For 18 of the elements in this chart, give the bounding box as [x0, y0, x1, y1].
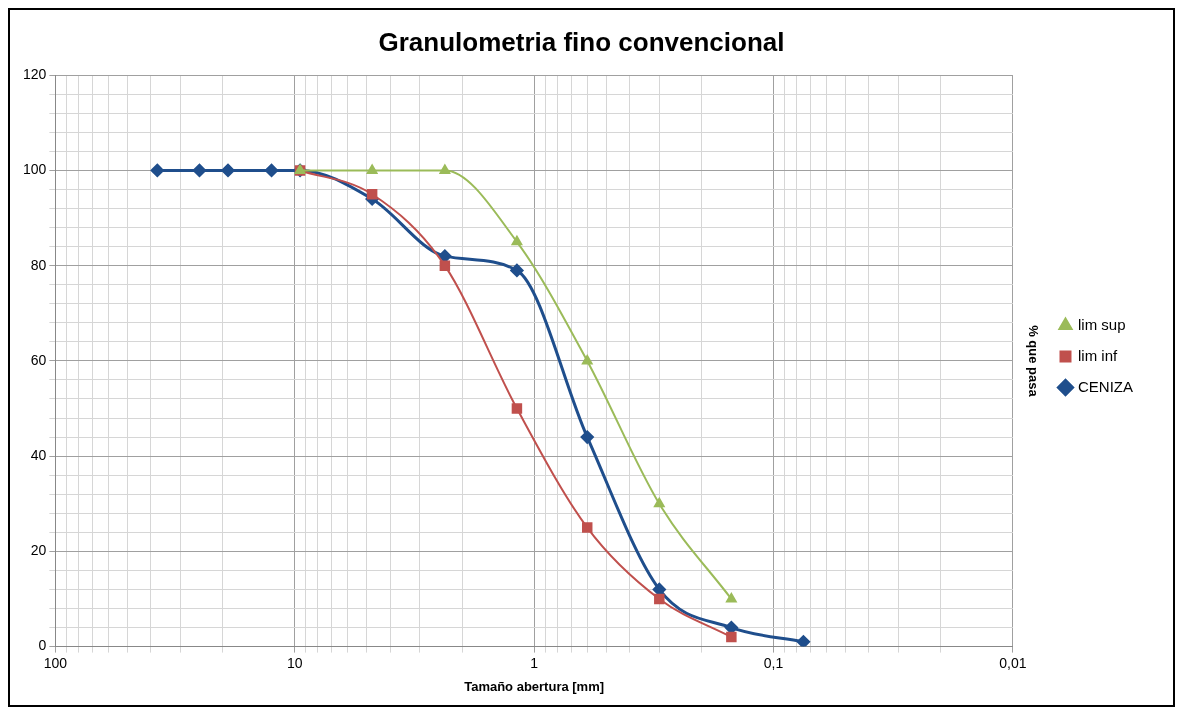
x-tick-label: 100	[43, 654, 68, 671]
legend-label: lim sup	[1078, 315, 1126, 333]
x-tick-label: 1	[530, 654, 539, 671]
legend-label: CENIZA	[1078, 377, 1134, 395]
y-tick-label: 40	[30, 446, 47, 463]
x-tick-label: 10	[286, 654, 303, 671]
legend-label: lim inf	[1078, 346, 1118, 364]
y-tick-label: 80	[30, 256, 47, 273]
y-tick-label: 60	[30, 351, 47, 368]
y-tick-label: 20	[30, 542, 47, 559]
x-axis-title: Tamaño abertura [mm]	[464, 678, 605, 694]
y-tick-label: 0	[38, 637, 47, 654]
x-tick-label: 0,1	[763, 654, 784, 671]
chart-title: Granulometria fino convencional	[378, 26, 785, 57]
x-tick-label: 0,01	[999, 654, 1027, 671]
y-tick-label: 120	[23, 66, 47, 83]
y-tick-label: 100	[23, 161, 47, 178]
y-axis-title: % que pasa	[1026, 325, 1042, 398]
